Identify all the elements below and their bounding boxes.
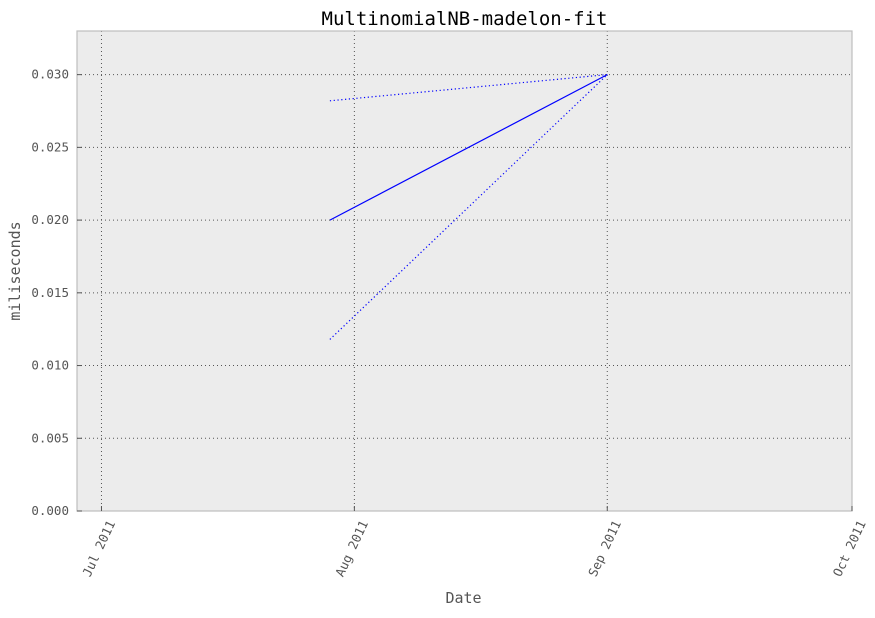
series-layer <box>329 74 608 340</box>
chart-title: MultinomialNB-madelon-fit <box>322 8 608 30</box>
plot-area <box>77 31 852 511</box>
series-bound-line <box>329 74 608 102</box>
y-tick-label: 0.020 <box>31 212 69 227</box>
y-tick-label: 0.025 <box>31 139 69 154</box>
y-axis-ticks: 0.000 0.005 0.010 0.015 0.020 0.025 0.030 <box>31 67 82 518</box>
y-tick-label: 0.030 <box>31 67 69 82</box>
x-tick-label: Oct 2011 <box>830 518 869 579</box>
series-line <box>329 74 608 221</box>
x-tick-label: Jul 2011 <box>79 518 118 579</box>
y-tick-label: 0.000 <box>31 503 69 518</box>
y-axis-label: miliseconds <box>6 221 24 320</box>
x-axis-label: Date <box>445 589 481 607</box>
x-axis-ticks: Jul 2011 Aug 2011 Sep 2011 Oct 2011 <box>79 506 869 579</box>
y-tick-label: 0.010 <box>31 358 69 373</box>
series-bound-line <box>329 74 608 340</box>
y-tick-label: 0.015 <box>31 285 69 300</box>
plot-frame <box>76 30 853 512</box>
x-tick-label: Sep 2011 <box>585 518 624 579</box>
x-tick-label: Aug 2011 <box>332 518 371 579</box>
y-tick-label: 0.005 <box>31 430 69 445</box>
